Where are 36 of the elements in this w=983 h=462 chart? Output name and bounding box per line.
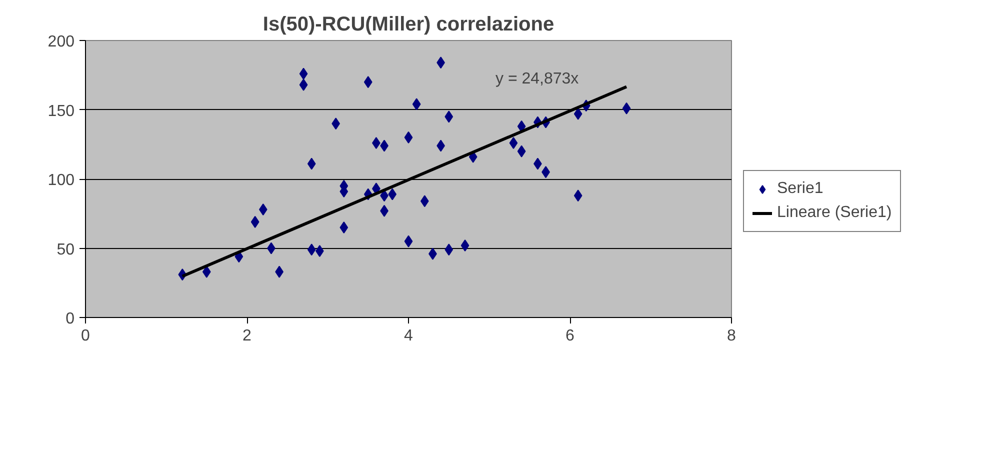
point xyxy=(574,108,582,120)
point xyxy=(412,98,421,110)
point xyxy=(444,244,454,256)
point xyxy=(299,78,308,91)
point xyxy=(340,221,348,234)
x-tick-label: 6 xyxy=(566,328,575,344)
y-tick-label: 0 xyxy=(66,310,75,328)
point xyxy=(404,131,413,144)
point xyxy=(404,235,413,248)
y-tick-label: 50 xyxy=(56,241,75,258)
legend-label: Lineare (Serie1) xyxy=(777,204,892,222)
point xyxy=(444,110,454,123)
x-tick-label: 4 xyxy=(404,328,414,344)
x-tick-label: 0 xyxy=(81,328,90,344)
point xyxy=(574,190,582,202)
point xyxy=(299,68,308,80)
y-tick-label: 100 xyxy=(48,172,75,189)
point xyxy=(202,266,211,278)
chart-title: Is(50)-RCU(Miller) correlazione xyxy=(262,14,554,36)
point xyxy=(460,239,470,252)
point xyxy=(420,195,429,208)
point xyxy=(364,76,372,88)
point xyxy=(258,203,268,216)
x-tick-label: 8 xyxy=(727,328,736,344)
annotation: y = 24,873x xyxy=(496,70,579,88)
point xyxy=(509,136,518,149)
point xyxy=(307,158,316,170)
x-tick-label: 2 xyxy=(242,328,252,344)
point xyxy=(622,102,631,114)
legend-label: Serie1 xyxy=(777,180,824,198)
y-tick-label: 200 xyxy=(48,34,75,50)
y-tick-label: 150 xyxy=(48,102,75,120)
point xyxy=(388,188,397,200)
point xyxy=(307,244,316,256)
point xyxy=(517,145,526,158)
point xyxy=(250,216,260,228)
